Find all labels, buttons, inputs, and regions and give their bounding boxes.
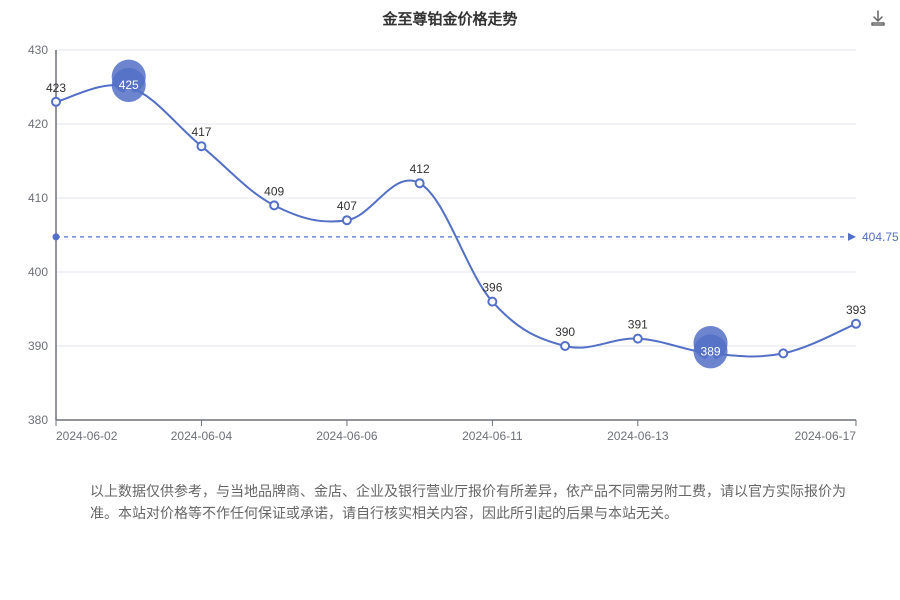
disclaimer-text: 以上数据仅供参考，与当地品牌商、金店、企业及银行营业厅报价有所差异，依产品不同需… xyxy=(90,480,860,525)
svg-text:396: 396 xyxy=(482,281,502,295)
svg-text:2024-06-13: 2024-06-13 xyxy=(607,429,669,443)
svg-text:2024-06-17: 2024-06-17 xyxy=(795,429,857,443)
svg-text:2024-06-04: 2024-06-04 xyxy=(171,429,233,443)
price-trend-chart: 380 390 400 410 420 430 2024-06-02 2024-06-04 20… xyxy=(0,0,900,480)
svg-text:390: 390 xyxy=(28,339,48,353)
svg-text:390: 390 xyxy=(555,325,575,339)
chart-container: { "title": "金至尊铂金价格走势", "chart": { "type… xyxy=(0,0,900,600)
svg-text:407: 407 xyxy=(337,199,357,213)
svg-text:2024-06-06: 2024-06-06 xyxy=(316,429,378,443)
svg-text:389: 389 xyxy=(701,344,721,358)
svg-text:2024-06-11: 2024-06-11 xyxy=(462,429,523,443)
svg-text:410: 410 xyxy=(28,191,48,205)
svg-text:2024-06-02: 2024-06-02 xyxy=(56,429,118,443)
svg-text:400: 400 xyxy=(28,265,48,279)
svg-text:417: 417 xyxy=(191,125,211,139)
svg-text:404.75: 404.75 xyxy=(862,230,899,244)
svg-text:393: 393 xyxy=(846,303,866,317)
svg-text:412: 412 xyxy=(410,162,430,176)
svg-text:423: 423 xyxy=(46,81,66,95)
svg-text:391: 391 xyxy=(628,318,648,332)
svg-text:425: 425 xyxy=(119,78,139,92)
svg-text:380: 380 xyxy=(28,413,48,427)
svg-text:430: 430 xyxy=(28,43,48,57)
svg-text:409: 409 xyxy=(264,184,284,198)
svg-text:420: 420 xyxy=(28,117,48,131)
